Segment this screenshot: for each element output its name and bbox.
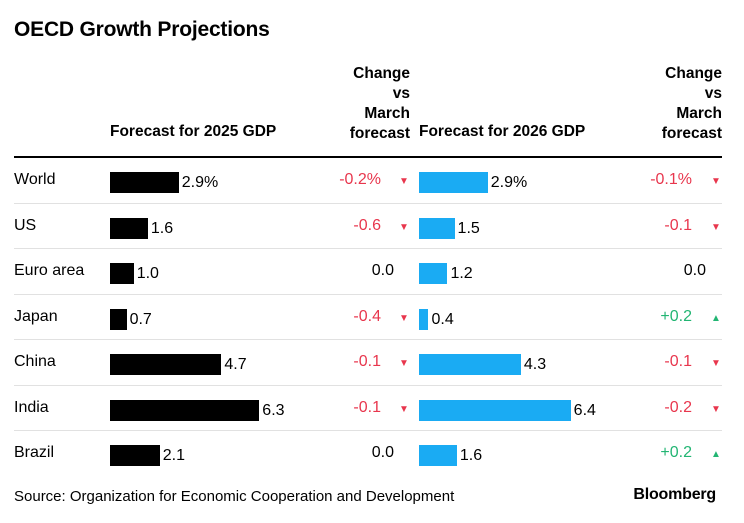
value-2025: 1.6 <box>150 219 174 237</box>
row-divider <box>14 430 722 431</box>
bar-2026 <box>419 445 457 466</box>
header-forecast-2026: Forecast for 2026 GDP <box>419 123 586 140</box>
value-2026: 1.6 <box>459 447 483 464</box>
change-2026: -0.1 <box>664 216 692 234</box>
down-arrow-icon: ▼ <box>711 176 721 187</box>
value-2026: 1.2 <box>450 265 473 282</box>
value-2026: 1.5 <box>457 219 480 237</box>
chart-title: OECD Growth Projections <box>14 18 270 41</box>
country-label: Japan <box>14 307 58 325</box>
value-2025: 2.1 <box>162 447 186 464</box>
value-2025: 1.0 <box>136 265 159 282</box>
bloomberg-logo: Bloomberg <box>633 486 716 503</box>
country-label: Euro area <box>14 262 85 279</box>
change-2025: -0.6 <box>353 216 381 234</box>
bar-2026 <box>419 172 488 193</box>
header-change-2025-line: forecast <box>349 125 410 142</box>
change-2025: 0.0 <box>371 444 394 461</box>
value-2025: 6.3 <box>262 401 285 419</box>
change-2026: -0.1 <box>664 353 692 370</box>
bar-2025 <box>110 354 222 375</box>
header-change-2026-line: vs <box>704 85 722 102</box>
row-divider <box>14 202 722 204</box>
header-change-2026-line: forecast <box>661 125 722 142</box>
bar-2026 <box>419 308 429 330</box>
header-change-2025-line: vs <box>392 85 410 102</box>
header-change-2026-line: Change <box>665 65 722 82</box>
change-2026: -0.1% <box>650 171 692 188</box>
value-2025: 2.9% <box>181 174 219 191</box>
up-arrow-icon: ▲ <box>711 312 721 324</box>
bar-2025 <box>110 217 148 239</box>
bar-2026 <box>419 217 455 239</box>
change-2026: +0.2 <box>660 444 692 461</box>
bar-2025 <box>110 308 127 330</box>
country-label: China <box>14 353 56 370</box>
header-forecast-2025: Forecast for 2025 GDP <box>110 123 277 140</box>
bar-2025 <box>110 399 260 421</box>
country-label: India <box>14 398 49 416</box>
down-arrow-icon: ▼ <box>399 312 409 324</box>
value-2026: 4.3 <box>523 356 547 373</box>
row-divider <box>14 339 722 340</box>
value-2025: 0.7 <box>129 310 152 328</box>
value-2025: 4.7 <box>224 356 247 373</box>
header-change-2025-line: Change <box>353 65 410 82</box>
header-change-2025-line: March <box>364 105 410 122</box>
down-arrow-icon: ▼ <box>399 403 409 415</box>
country-label: Brazil <box>14 444 55 461</box>
value-2026: 6.4 <box>573 401 596 419</box>
bar-2025 <box>110 172 179 193</box>
country-label: World <box>14 171 56 188</box>
header-change-2026: Change vs March forecast <box>632 64 722 144</box>
down-arrow-icon: ▼ <box>711 358 721 369</box>
header-divider <box>14 156 722 158</box>
source-note: Source: Organization for Economic Cooper… <box>14 488 455 505</box>
change-2025: -0.4 <box>353 307 381 325</box>
change-2026: 0.0 <box>683 262 706 279</box>
change-2025: -0.2% <box>339 171 381 188</box>
row-divider <box>14 293 722 295</box>
down-arrow-icon: ▼ <box>399 221 409 233</box>
up-arrow-icon: ▲ <box>711 449 721 460</box>
row-divider <box>14 384 722 386</box>
row-divider <box>14 248 722 249</box>
down-arrow-icon: ▼ <box>711 221 721 233</box>
change-2025: 0.0 <box>371 262 394 279</box>
header-change-2026-line: March <box>676 105 722 122</box>
bar-2026 <box>419 399 571 421</box>
bar-2026 <box>419 263 448 284</box>
header-change-2025: Change vs March forecast <box>320 64 410 144</box>
change-2025: -0.1 <box>353 398 381 416</box>
change-2025: -0.1 <box>353 353 381 370</box>
value-2026: 2.9% <box>490 174 528 191</box>
change-2026: -0.2 <box>664 398 692 416</box>
down-arrow-icon: ▼ <box>399 358 409 369</box>
down-arrow-icon: ▼ <box>399 176 409 187</box>
change-2026: +0.2 <box>660 307 692 325</box>
bar-2025 <box>110 445 160 466</box>
value-2026: 0.4 <box>431 310 454 328</box>
bar-2025 <box>110 263 134 284</box>
down-arrow-icon: ▼ <box>711 403 721 415</box>
bar-2026 <box>419 354 521 375</box>
country-label: US <box>14 216 37 234</box>
